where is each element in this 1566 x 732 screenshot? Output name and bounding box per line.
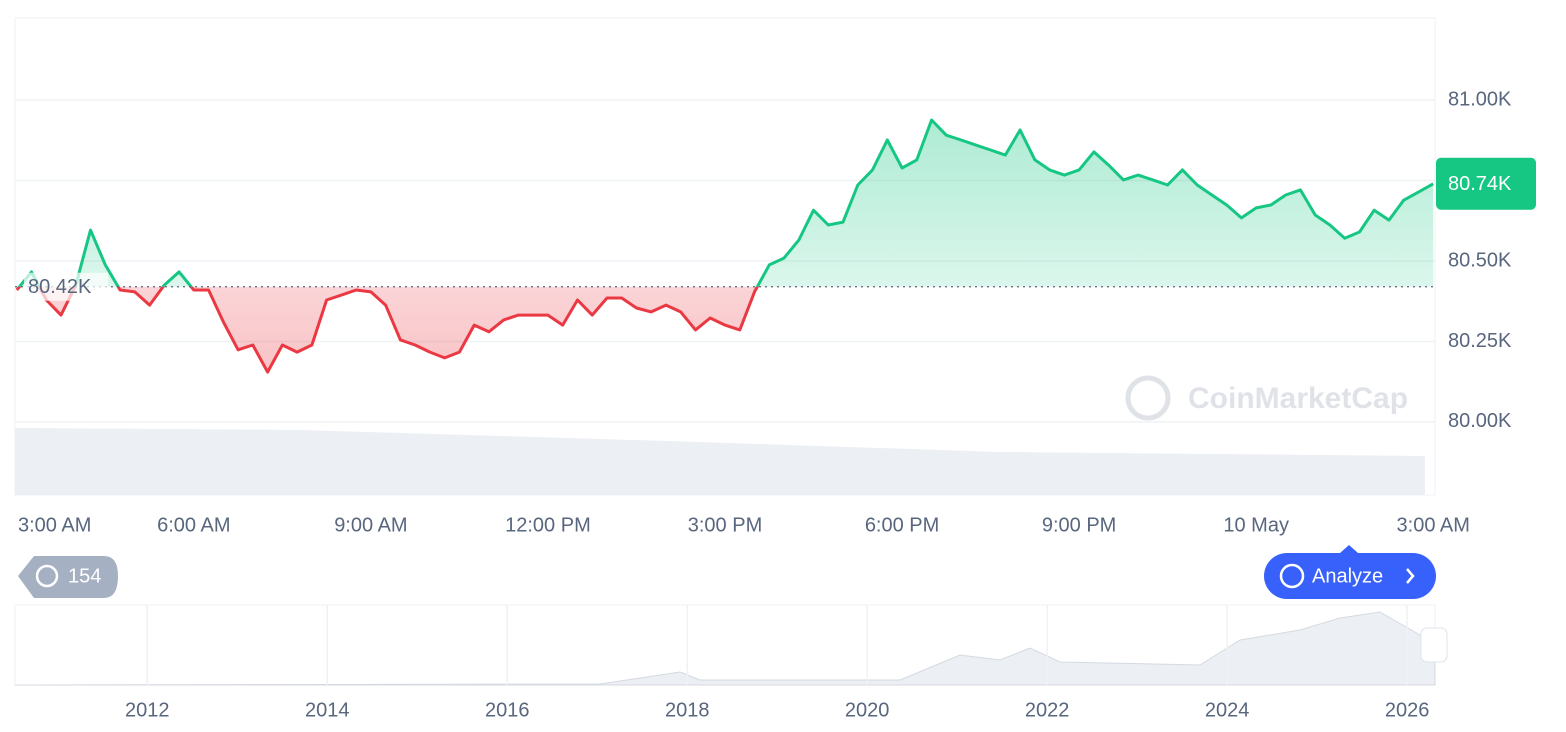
reference-label: 80.42K [28, 276, 92, 298]
navigator-handle[interactable] [1420, 627, 1448, 663]
x-tick-label: 3:00 AM [1397, 514, 1470, 536]
navigator-tick-label: 2014 [305, 699, 350, 721]
last-price-badge [1436, 157, 1536, 210]
analyze-label: Analyze [1312, 565, 1383, 587]
x-tick-label: 6:00 PM [865, 514, 939, 536]
watermark: CoinMarketCap [1125, 375, 1408, 421]
x-tick-label: 6:00 AM [157, 514, 230, 536]
watermark-text: CoinMarketCap [1188, 382, 1408, 415]
navigator [14, 604, 1448, 686]
analyze-button[interactable]: Analyze [1264, 545, 1436, 599]
x-tick-label: 9:00 PM [1042, 514, 1116, 536]
navigator-tick-label: 2012 [125, 699, 170, 721]
navigator-tick-label: 2022 [1025, 699, 1070, 721]
x-tick-label: 3:00 PM [688, 514, 762, 536]
area-up [16, 120, 1434, 287]
navigator-tick-label: 2018 [665, 699, 710, 721]
y-tick-label: 80.50K [1448, 249, 1512, 271]
navigator-tick-label: 2016 [485, 699, 530, 721]
history-badge[interactable]: 154 [18, 556, 118, 598]
navigator-tick-label: 2026 [1385, 699, 1430, 721]
price-line-down [15, 286, 760, 374]
last-price-label: 80.74K [1448, 173, 1512, 195]
navigator-tick-label: 2024 [1205, 699, 1250, 721]
y-tick-label: 80.25K [1448, 330, 1512, 352]
x-tick-label: 10 May [1223, 514, 1289, 536]
x-tick-label: 12:00 PM [505, 514, 591, 536]
price-line-up [17, 118, 1434, 287]
x-tick-label: 9:00 AM [334, 514, 407, 536]
reference-label-bg [24, 272, 108, 301]
y-tick-label: 81.00K [1448, 88, 1512, 110]
navigator-tick-label: 2020 [845, 699, 890, 721]
history-count: 154 [68, 565, 101, 587]
volume-area [15, 428, 1425, 495]
y-tick-label: 80.00K [1448, 410, 1512, 432]
x-tick-label: 3:00 AM [18, 514, 91, 536]
